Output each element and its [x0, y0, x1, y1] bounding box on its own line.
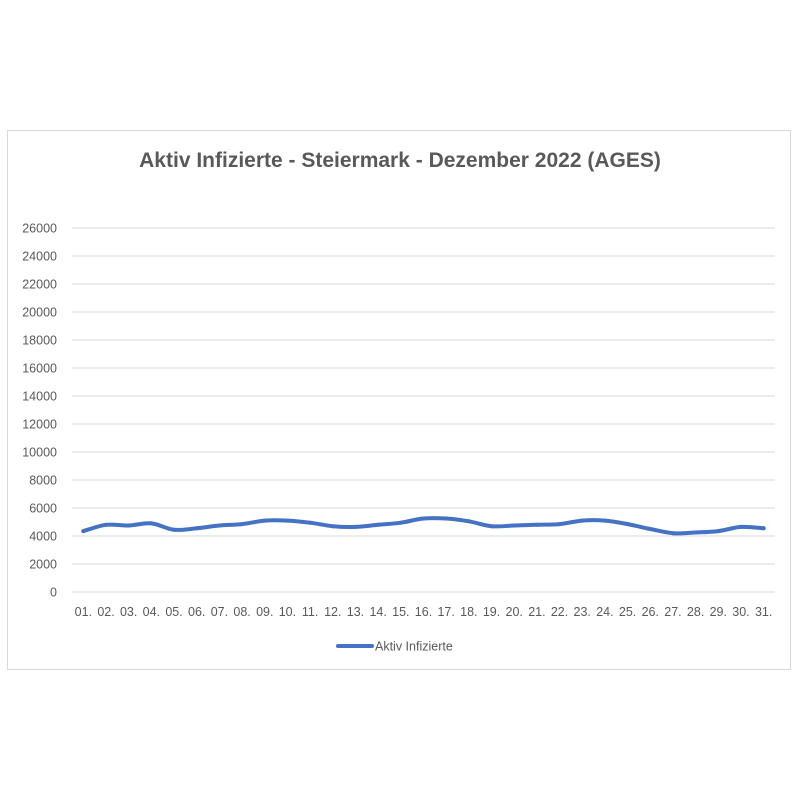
legend-label: Aktiv Infizierte — [375, 640, 453, 654]
y-tick-label: 16000 — [22, 362, 57, 376]
y-tick-label: 2000 — [29, 558, 57, 572]
chart-area — [7, 130, 791, 670]
data-point — [308, 520, 313, 525]
data-point — [149, 521, 154, 526]
x-tick-label: 07. — [211, 605, 228, 619]
data-point — [104, 522, 109, 527]
x-tick-label: 03. — [120, 605, 137, 619]
y-tick-label: 4000 — [29, 530, 57, 544]
x-tick-label: 27. — [664, 605, 681, 619]
x-axis-ticks: 01. 02. 03. 04. 05. 06. 07. 08. 09. 10. 11. 12. 13. 1… — [75, 605, 773, 619]
x-tick-label: 13. — [347, 605, 364, 619]
gridlines — [72, 227, 775, 593]
y-tick-label: 8000 — [29, 474, 57, 488]
data-point — [466, 519, 471, 524]
x-tick-label: 18. — [460, 605, 477, 619]
y-axis-ticks: 0 2000 4000 6000 8000 10000 12000 14000 16000 180… — [22, 222, 57, 600]
y-tick-label: 12000 — [22, 418, 57, 432]
data-point — [81, 529, 86, 534]
x-tick-label: 22. — [551, 605, 568, 619]
data-point — [580, 518, 585, 523]
data-point — [194, 526, 199, 531]
data-point — [353, 524, 358, 529]
series-lines — [81, 516, 766, 536]
data-point — [489, 524, 494, 529]
data-point — [693, 530, 698, 535]
data-point — [534, 522, 539, 527]
x-tick-label: 01. — [75, 605, 92, 619]
data-point — [648, 527, 653, 531]
y-tick-label: 0 — [50, 586, 57, 600]
x-tick-label: 11. — [302, 605, 318, 619]
data-point — [602, 518, 607, 523]
data-point — [398, 520, 403, 525]
x-tick-label: 08. — [233, 605, 250, 619]
y-tick-label: 6000 — [29, 502, 57, 516]
x-tick-label: 12. — [324, 605, 341, 619]
data-point — [172, 527, 177, 532]
x-tick-label: 28. — [687, 605, 704, 619]
data-point — [217, 523, 222, 528]
data-point — [444, 516, 449, 521]
data-point — [716, 529, 721, 534]
legend: Aktiv Infizierte — [336, 640, 453, 654]
data-point — [262, 518, 267, 523]
x-tick-label: 26. — [642, 605, 659, 619]
data-point — [625, 522, 630, 527]
y-tick-label: 22000 — [22, 278, 57, 292]
data-point — [285, 518, 290, 523]
y-tick-label: 10000 — [22, 446, 57, 460]
data-point — [240, 522, 245, 527]
y-tick-label: 24000 — [22, 250, 57, 264]
data-point — [761, 526, 766, 531]
x-tick-label: 30. — [732, 605, 749, 619]
data-point — [557, 522, 562, 527]
x-tick-label: 20. — [506, 605, 523, 619]
data-point — [126, 523, 131, 528]
x-tick-label: 02. — [97, 605, 114, 619]
data-point — [421, 516, 426, 521]
x-tick-label: 10. — [279, 605, 296, 619]
y-tick-label: 26000 — [22, 222, 57, 236]
y-tick-label: 14000 — [22, 390, 57, 404]
y-tick-label: 20000 — [22, 306, 57, 320]
x-tick-label: 23. — [574, 605, 591, 619]
data-point — [512, 523, 517, 528]
x-tick-label: 24. — [596, 605, 613, 619]
x-tick-label: 21. — [528, 605, 545, 619]
data-point — [738, 524, 743, 529]
x-tick-label: 15. — [392, 605, 409, 619]
data-point — [670, 531, 675, 536]
x-tick-label: 29. — [710, 605, 727, 619]
x-tick-label: 31. — [755, 605, 772, 619]
x-tick-label: 04. — [143, 605, 160, 619]
x-tick-label: 19. — [483, 605, 500, 619]
data-point — [330, 524, 335, 529]
x-tick-label: 06. — [188, 605, 205, 619]
x-tick-label: 17. — [437, 605, 454, 619]
chart-title: Aktiv Infizierte - Steiermark - Dezember… — [139, 149, 661, 172]
x-tick-label: 09. — [256, 605, 273, 619]
y-tick-label: 18000 — [22, 334, 57, 348]
x-tick-label: 05. — [165, 605, 182, 619]
x-tick-label: 25. — [619, 605, 636, 619]
x-tick-label: 14. — [369, 605, 386, 619]
data-point — [376, 522, 381, 527]
x-tick-label: 16. — [415, 605, 432, 619]
